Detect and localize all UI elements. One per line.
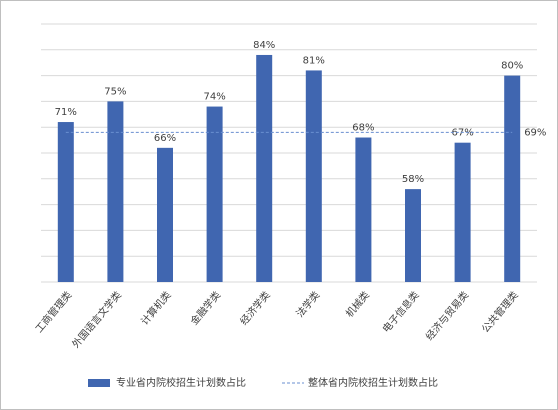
bar — [107, 101, 124, 283]
data-label: 84% — [253, 40, 275, 51]
data-label: 74% — [203, 92, 225, 103]
reference-label: 69% — [524, 127, 546, 138]
bar — [405, 189, 421, 282]
bar — [57, 122, 74, 282]
legend-label: 专业省内院校招生计划数占比 — [116, 376, 246, 389]
bar — [305, 70, 322, 282]
legend-label: 整体省内院校招生计划数占比 — [308, 376, 438, 389]
legend-swatch — [88, 379, 110, 387]
bar — [454, 142, 471, 282]
bar — [256, 54, 273, 283]
bar — [504, 75, 521, 282]
data-label: 58% — [402, 174, 424, 185]
bar — [157, 147, 173, 282]
data-label: 71% — [55, 107, 77, 118]
data-label: 67% — [451, 128, 473, 139]
data-label: 66% — [154, 133, 176, 144]
bar — [206, 106, 223, 282]
data-label: 81% — [303, 55, 325, 66]
data-label: 68% — [352, 123, 374, 134]
bar — [355, 137, 372, 282]
data-label: 75% — [104, 86, 126, 97]
data-label: 80% — [501, 61, 523, 72]
